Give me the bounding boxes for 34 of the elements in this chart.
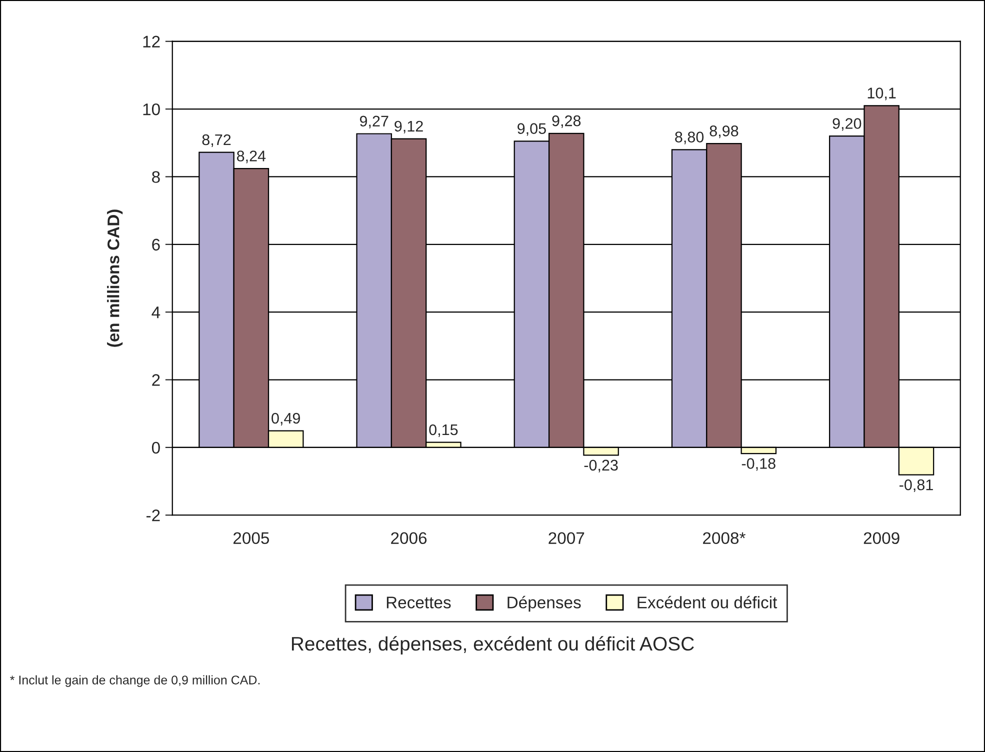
data-label: 9,05 — [518, 123, 546, 136]
legend-label: Dépenses — [508, 596, 581, 612]
data-label: 9,12 — [394, 120, 423, 134]
y-axis-title: (en millions CAD) — [107, 210, 123, 347]
y-tick-label: 0 — [152, 442, 160, 454]
y-tick-label: -2 — [146, 510, 160, 522]
y-tick-label: 2 — [152, 374, 160, 386]
data-label: -0,23 — [584, 460, 618, 472]
data-label: 9,28 — [552, 115, 581, 128]
legend-label: Recettes — [386, 596, 451, 608]
y-tick-label: 4 — [152, 306, 160, 318]
x-tick-label: 2007 — [548, 532, 584, 544]
y-tick-label: 12 — [143, 36, 160, 48]
data-label: 0,49 — [272, 412, 300, 426]
y-tick-label: 6 — [152, 238, 160, 251]
text: Recettes, dépenses, excédent ou déficit AOSC — [292, 636, 694, 655]
data-label: -0,81 — [900, 479, 933, 492]
data-label: 8,98 — [710, 126, 738, 138]
data-label: 8,24 — [236, 150, 266, 164]
data-label: 9,20 — [832, 118, 862, 131]
data-label: 8,72 — [202, 134, 231, 147]
x-tick-label: 2008* — [703, 532, 746, 544]
x-tick-label: 2009 — [864, 532, 900, 544]
text: * Inclut le gain de change de 0,9 million CAD. — [10, 675, 260, 687]
y-tick-label: 10 — [143, 103, 160, 116]
x-tick-label: 2006 — [391, 532, 427, 544]
data-label: 9,27 — [360, 116, 388, 128]
data-label: 0,15 — [429, 424, 458, 437]
x-tick-label: 2005 — [233, 532, 270, 544]
y-tick-label: 8 — [152, 171, 160, 183]
data-label: 8,80 — [675, 132, 704, 144]
data-label: -0,18 — [742, 458, 776, 471]
data-label: 10,1 — [868, 88, 896, 100]
legend-label: Excédent ou déficit — [638, 596, 778, 608]
